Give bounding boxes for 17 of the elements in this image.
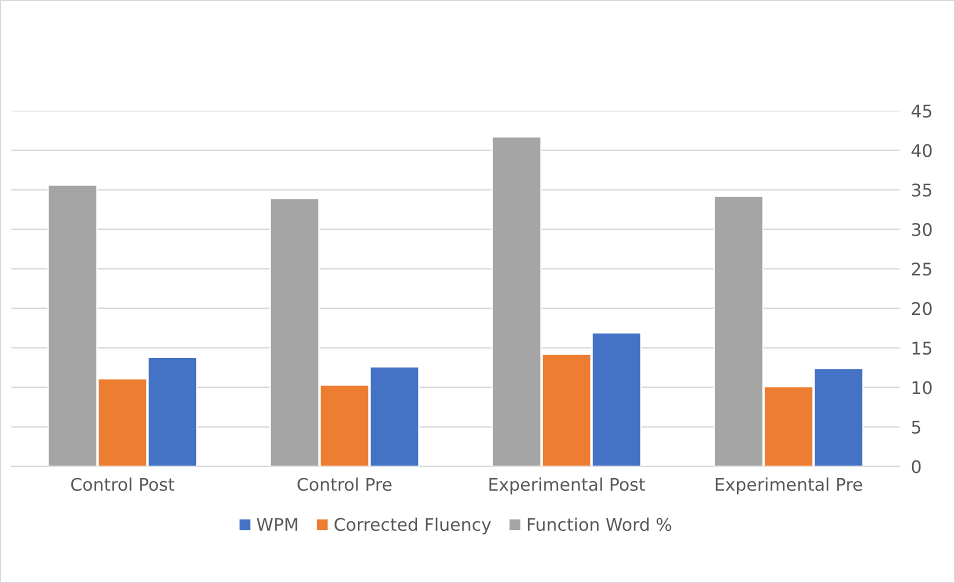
x-tick-label: Control Post: [71, 478, 174, 491]
y-tick-label: 10: [912, 381, 932, 394]
y-tick-label: 35: [912, 184, 932, 197]
y-tick-label: 40: [912, 144, 932, 158]
y-tick-label: 15: [912, 342, 932, 355]
x-tick-label: Control Pre: [298, 478, 392, 491]
y-tick-label: 25: [912, 262, 932, 276]
legend-label: WPM: [256, 518, 298, 531]
legend-label: Function Word %: [528, 518, 672, 532]
y-tick-label: 0: [912, 460, 921, 474]
x-tick-label: Experimental Pre: [716, 478, 862, 494]
y-tick-label: 20: [912, 302, 932, 316]
legend-label: Corrected Fluency: [334, 518, 491, 534]
y-tick-label: 45: [912, 104, 932, 118]
x-tick-label: Experimental Post: [489, 478, 645, 494]
y-tick-label: 5: [912, 420, 920, 434]
y-tick-label: 30: [912, 223, 932, 236]
